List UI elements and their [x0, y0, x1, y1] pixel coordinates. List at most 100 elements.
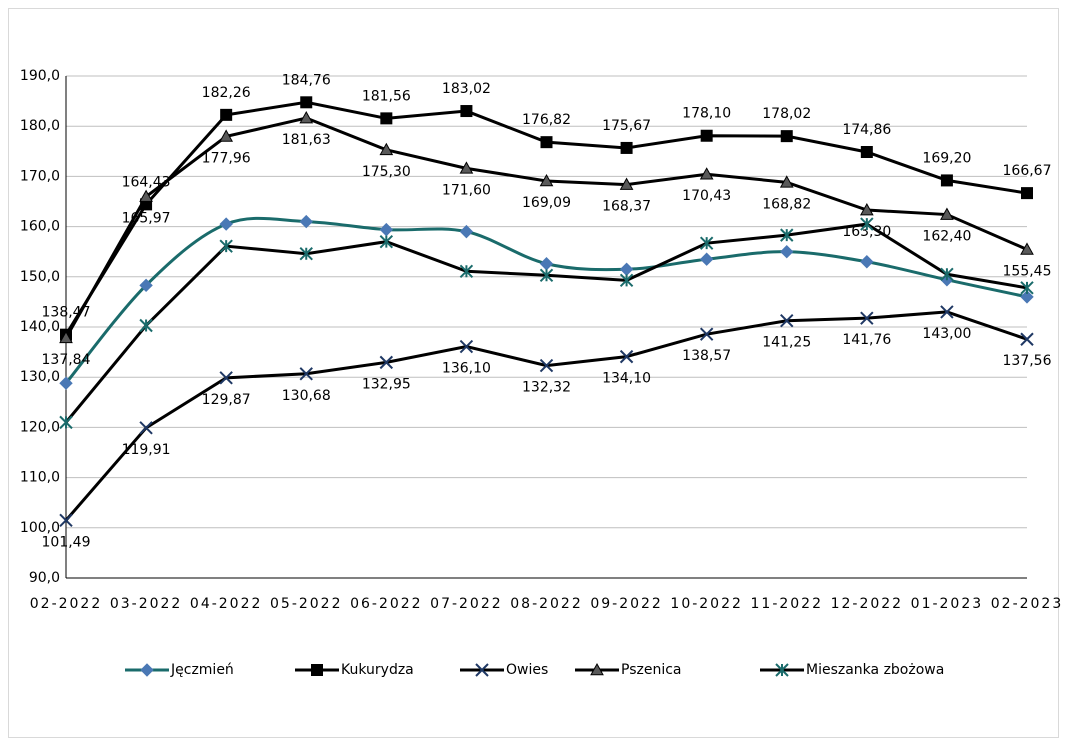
marker: [1020, 332, 1034, 346]
marker: [219, 371, 233, 385]
data-label: 169,09: [522, 195, 571, 211]
x-tick-label: 02-2022: [30, 596, 103, 612]
x-tick-label: 11-2022: [751, 596, 824, 612]
x-tick-label: 01-2023: [911, 596, 984, 612]
marker: [219, 217, 233, 231]
marker: [1021, 187, 1033, 200]
data-label: 137,56: [1003, 353, 1052, 369]
x-tick-label: 06-2022: [350, 596, 423, 612]
data-label: 137,84: [42, 352, 91, 368]
data-label: 155,45: [1003, 263, 1052, 279]
marker: [59, 376, 73, 390]
marker: [780, 228, 794, 242]
legend-label: Mieszanka zbożowa: [806, 662, 944, 678]
marker: [299, 247, 313, 261]
marker: [940, 207, 954, 220]
marker: [780, 244, 794, 259]
marker: [140, 663, 154, 677]
data-label: 134,10: [602, 371, 651, 387]
y-tick-label: 90,0: [29, 570, 60, 586]
marker: [459, 264, 474, 278]
marker: [859, 203, 874, 216]
marker: [619, 273, 634, 288]
marker: [59, 513, 73, 528]
marker: [299, 110, 314, 124]
data-label: 168,37: [602, 199, 651, 215]
y-tick-label: 130,0: [20, 369, 60, 385]
data-label: 178,10: [682, 106, 731, 122]
marker: [379, 142, 394, 156]
y-tick-label: 150,0: [20, 269, 60, 285]
marker: [219, 129, 234, 142]
data-label: 165,97: [122, 211, 171, 227]
x-tick-label: 08-2022: [510, 596, 583, 612]
marker: [620, 141, 633, 154]
y-tick-label: 180,0: [20, 118, 60, 134]
marker: [219, 239, 233, 253]
marker: [699, 236, 714, 250]
marker: [459, 161, 474, 174]
x-tick-label: 05-2022: [270, 596, 343, 612]
marker: [460, 105, 473, 118]
marker: [619, 349, 634, 364]
x-tick-label: 03-2022: [110, 596, 183, 612]
data-label: 132,32: [522, 380, 571, 396]
data-label: 176,82: [522, 112, 571, 128]
data-label: 141,25: [762, 335, 811, 351]
data-label: 174,86: [842, 122, 891, 138]
data-label: 184,76: [282, 72, 331, 88]
marker: [860, 217, 874, 231]
marker: [1020, 290, 1034, 304]
data-label: 175,30: [362, 164, 411, 180]
data-label: 175,67: [602, 118, 651, 134]
data-label: 138,57: [682, 348, 731, 364]
series: 101,49 119,91 129,87 130,68 132,95 136,10 132,…: [42, 305, 1052, 550]
marker: [220, 108, 233, 121]
marker: [779, 175, 794, 188]
marker: [699, 327, 714, 341]
data-label: 166,67: [1003, 163, 1052, 179]
marker: [539, 358, 554, 373]
marker: [459, 339, 474, 354]
legend-label: Pszenica: [621, 662, 682, 678]
x-tick-label: 07-2022: [430, 596, 503, 612]
data-label: 182,26: [202, 85, 251, 101]
data-label: 181,63: [282, 132, 331, 148]
marker: [379, 222, 394, 237]
marker: [540, 136, 553, 149]
series: 137,84 165,97 177,96 181,63 175,30 171,60 169,…: [42, 110, 1052, 368]
marker: [139, 318, 153, 333]
marker: [699, 252, 714, 266]
data-label: 129,87: [202, 392, 251, 408]
legend-label: Owies: [506, 662, 548, 678]
data-label: 132,95: [362, 376, 411, 392]
marker: [299, 367, 313, 381]
data-label: 178,02: [762, 106, 811, 122]
marker: [139, 278, 153, 293]
marker: [700, 129, 713, 142]
marker: [780, 130, 793, 143]
marker: [300, 96, 313, 109]
y-tick-label: 140,0: [20, 319, 60, 335]
chart-frame: [8, 8, 1059, 738]
marker: [139, 421, 153, 435]
marker: [780, 314, 794, 328]
y-tick-label: 160,0: [20, 219, 60, 235]
marker: [299, 214, 313, 229]
data-label: 170,43: [682, 188, 731, 204]
data-label: 130,68: [282, 388, 331, 404]
data-label: 181,56: [362, 88, 411, 104]
data-label: 177,96: [202, 150, 251, 166]
data-label: 136,10: [442, 361, 491, 377]
y-tick-label: 120,0: [20, 419, 60, 435]
marker: [59, 415, 73, 430]
marker: [860, 146, 873, 159]
marker: [699, 167, 714, 180]
data-label: 163,30: [842, 224, 891, 240]
data-label: 143,00: [922, 326, 971, 342]
marker: [860, 311, 874, 325]
marker: [940, 267, 954, 281]
